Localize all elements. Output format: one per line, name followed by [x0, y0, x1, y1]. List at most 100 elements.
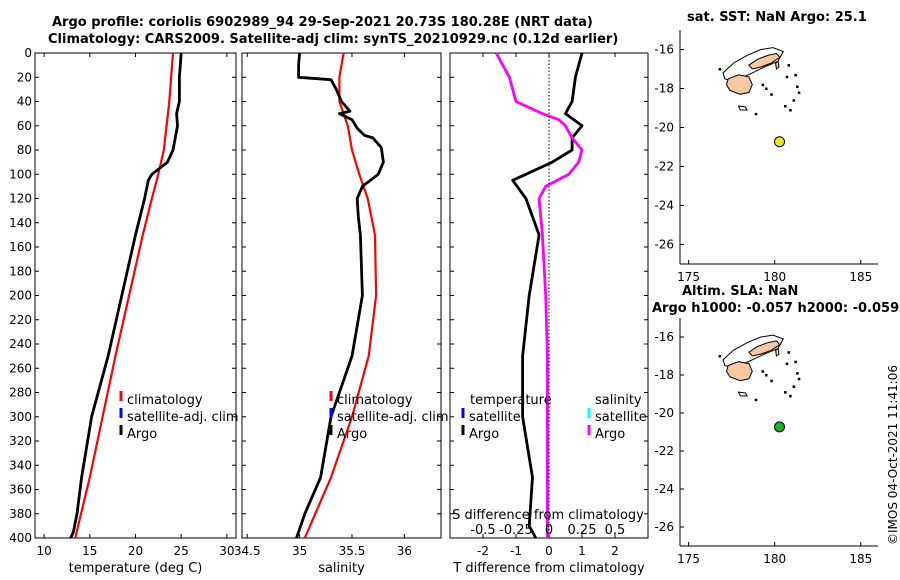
map1-islet [787, 64, 790, 67]
map1-island-kadavu [737, 105, 748, 111]
map1-islet [785, 75, 789, 79]
depth-tick-label: 100 [9, 167, 32, 181]
diff-top-tick-label: -0.25 [499, 523, 533, 538]
sal-xtick-label: 34.5 [234, 544, 261, 558]
depth-tick-label: 60 [17, 119, 32, 133]
sal-xtick-label: 35.5 [339, 544, 366, 558]
diff-legend-label: satellite [469, 410, 521, 425]
map1-island-vanua-levu [748, 52, 781, 70]
sal-axes-frame [241, 52, 442, 539]
map2-argo-marker [774, 421, 786, 433]
map1-island-viti-levu [725, 74, 753, 95]
map2-islet [770, 379, 773, 383]
depth-tick-label: 280 [9, 386, 32, 400]
map1-islet [718, 68, 722, 71]
diff-xtick-label: -1 [510, 544, 522, 558]
map1-islet [794, 73, 797, 77]
diff-legend-label: satellite [595, 410, 647, 425]
diff-series-temperature-difference-argo- [511, 52, 584, 539]
map2-islet [754, 398, 758, 402]
temp-legend-label: Argo [127, 427, 157, 442]
sal-legend-label: satellite-adj. clim [337, 410, 449, 425]
map2-island-taveuni [775, 347, 780, 357]
diff-xtick-label: 2 [611, 544, 619, 558]
diff-legend-label: Argo [469, 427, 499, 442]
map1-xtick-label: 185 [849, 270, 872, 284]
temp-xlabel: temperature (deg C) [69, 561, 203, 576]
map2-islet [785, 362, 789, 366]
depth-tick-label: 240 [9, 337, 32, 351]
map2-islet [792, 385, 796, 388]
map2-title-line1: Altim. SLA: NaN [682, 284, 799, 299]
diff-xtick-label: 0 [545, 544, 553, 558]
temp-xtick-label: 20 [128, 544, 143, 558]
depth-tick-label: 80 [17, 143, 32, 157]
map2-islet [761, 370, 765, 373]
map2-islet [765, 374, 768, 377]
sal-xtick-label: 36 [397, 544, 412, 558]
map2-xtick-label: 175 [677, 552, 700, 566]
depth-tick-label: 120 [9, 192, 32, 206]
depth-tick-label: 320 [9, 434, 32, 448]
depth-tick-label: 200 [9, 289, 32, 303]
map2-ytick-label: -22 [654, 444, 674, 458]
sal-xlabel: salinity [318, 561, 365, 576]
map1-islet [784, 105, 787, 108]
map1-islet [770, 93, 773, 96]
temp-xtick-label: 25 [174, 544, 189, 558]
diff-legend-title-salinity: salinity [595, 393, 642, 408]
diff-top-tick-label: 0 [545, 523, 553, 538]
map1-argo-marker [774, 136, 786, 148]
temp-xtick-label: 30 [219, 544, 234, 558]
diff-top-axis-label: S difference from climatology [452, 508, 644, 523]
map1-ytick-label: -22 [654, 160, 674, 174]
diff-xlabel: T difference from climatology [452, 561, 645, 576]
diff-series-salinity-difference-argo- [494, 52, 584, 538]
map2-ytick-label: -24 [654, 482, 674, 496]
map2-islet [784, 391, 787, 394]
map1-xtick-label: 175 [677, 270, 700, 284]
depth-tick-label: 0 [24, 46, 32, 60]
map1-islet [792, 99, 796, 102]
map2-islet [787, 351, 790, 354]
depth-tick-label: 340 [9, 458, 32, 472]
sal-legend-label: climatology [337, 393, 413, 408]
depth-tick-label: 360 [9, 483, 32, 497]
temp-legend-label: climatology [127, 393, 203, 408]
map1-island-taveuni [775, 60, 780, 70]
diff-legend-label: Argo [595, 427, 625, 442]
map1-ytick-label: -18 [654, 82, 674, 96]
sal-legend-label: Argo [337, 427, 367, 442]
map1-islet [789, 109, 792, 112]
depth-tick-label: 400 [9, 531, 32, 545]
depth-tick-label: 40 [17, 95, 32, 109]
diff-top-tick-label: -0.5 [470, 523, 495, 538]
map1-islet [754, 112, 758, 116]
map2-ytick-label: -16 [654, 330, 674, 344]
map2-island-kadavu [737, 391, 748, 397]
temp-series-argo [69, 52, 183, 539]
diff-top-tick-label: 0.25 [568, 523, 597, 538]
map2-title-line2: Argo h1000: -0.057 h2000: -0.059 [652, 301, 900, 316]
temp-series-climatology [74, 52, 175, 539]
temp-xtick-label: 10 [36, 544, 51, 558]
depth-tick-label: 160 [9, 240, 32, 254]
sal-xtick-label: 35 [292, 544, 307, 558]
map1-islet [796, 85, 799, 88]
depth-tick-label: 220 [9, 313, 32, 327]
map2-island-viti-levu [725, 361, 753, 382]
depth-tick-label: 140 [9, 216, 32, 230]
diff-legend-title-temperature: temperature [470, 393, 552, 408]
map1-islet [765, 87, 768, 90]
map1-ytick-label: -20 [654, 121, 674, 135]
map1-islet [761, 83, 765, 87]
map2-ytick-label: -26 [654, 520, 674, 534]
diff-top-tick-label: 0.5 [605, 523, 626, 538]
map2-islet [794, 360, 797, 364]
map2-islet [796, 372, 799, 375]
temp-xtick-label: 15 [82, 544, 97, 558]
map2-islet [789, 394, 792, 398]
depth-tick-label: 180 [9, 264, 32, 278]
depth-tick-label: 260 [9, 361, 32, 375]
